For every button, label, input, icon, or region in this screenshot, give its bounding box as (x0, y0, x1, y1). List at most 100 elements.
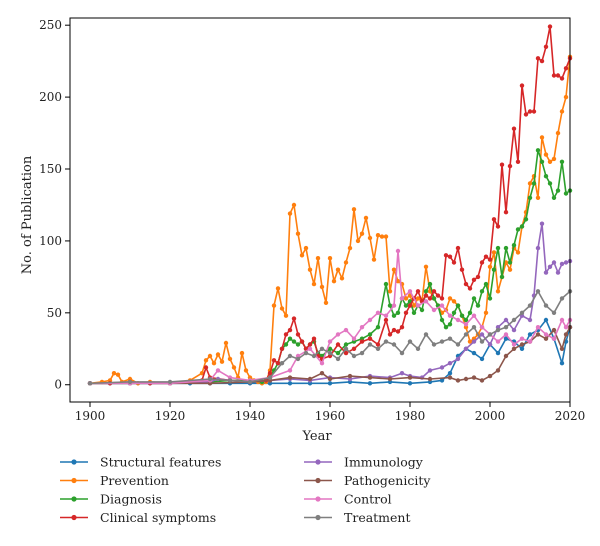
legend-entry: Diagnosis (60, 492, 162, 507)
data-point (423, 264, 429, 269)
data-point (555, 73, 561, 78)
data-point (351, 353, 357, 359)
data-point (487, 332, 493, 337)
data-point (311, 281, 317, 287)
data-point (271, 358, 277, 363)
data-point (511, 346, 517, 351)
data-point (399, 296, 405, 301)
data-point (551, 327, 557, 333)
data-point (531, 181, 537, 186)
data-point (399, 325, 405, 330)
data-point (563, 191, 569, 196)
data-point (295, 332, 301, 337)
data-point (407, 375, 413, 380)
data-point (487, 257, 493, 262)
data-point (503, 336, 509, 341)
legend-swatch-marker (71, 514, 77, 521)
data-point (375, 310, 381, 315)
data-point (463, 322, 469, 327)
data-point (463, 317, 469, 323)
data-point (327, 339, 333, 344)
data-point (367, 336, 373, 341)
data-point (535, 289, 541, 294)
data-point (463, 346, 469, 351)
data-point (479, 332, 485, 337)
data-point (283, 332, 289, 337)
legend-entry: Control (304, 492, 392, 507)
data-point (543, 332, 549, 337)
x-axis-title: Year (301, 429, 332, 444)
data-point (283, 313, 289, 318)
data-point (467, 310, 473, 315)
data-point (451, 299, 457, 304)
data-point (547, 159, 553, 164)
data-point (535, 195, 541, 200)
data-point (423, 299, 429, 304)
data-point (519, 342, 525, 347)
data-point (299, 339, 305, 344)
data-point (427, 281, 433, 287)
data-point (523, 112, 529, 117)
data-point (459, 313, 465, 318)
data-point (291, 202, 297, 208)
data-point (543, 270, 549, 275)
data-point (335, 342, 341, 347)
data-point (527, 339, 533, 344)
data-point (343, 342, 349, 347)
data-point (411, 310, 417, 315)
data-point (487, 373, 493, 379)
data-point (455, 317, 461, 323)
data-point (479, 339, 485, 344)
data-point (455, 303, 461, 308)
data-point (467, 286, 473, 291)
data-point (339, 276, 345, 281)
data-point (511, 126, 517, 131)
data-point (479, 260, 485, 265)
data-point (487, 342, 493, 347)
data-point (359, 350, 365, 356)
data-point (367, 235, 373, 241)
data-point (483, 281, 489, 287)
data-point (419, 307, 425, 313)
data-point (375, 325, 381, 330)
data-point (483, 310, 489, 315)
data-point (203, 365, 209, 370)
data-point (363, 215, 369, 221)
data-point (391, 267, 397, 272)
data-point (275, 361, 281, 366)
legend-entry: Clinical symptoms (60, 510, 216, 525)
data-point (527, 195, 533, 200)
series-clinical-symptoms (87, 24, 573, 386)
data-point (303, 350, 309, 356)
data-point (311, 336, 317, 341)
data-point (267, 375, 273, 380)
data-point (423, 332, 429, 337)
data-point (515, 227, 521, 232)
data-point (455, 342, 461, 347)
data-point (539, 135, 545, 140)
data-point (543, 303, 549, 308)
data-point (479, 378, 485, 383)
data-point (375, 342, 381, 347)
legend-label: Clinical symptoms (100, 510, 216, 525)
data-point (295, 356, 301, 362)
data-point (503, 332, 509, 337)
data-point (407, 339, 413, 344)
data-point (475, 303, 481, 308)
data-point (331, 279, 337, 284)
data-point (451, 260, 457, 265)
data-point (359, 325, 365, 330)
data-point (375, 233, 381, 238)
data-point (343, 260, 349, 265)
plot-frame (69, 17, 571, 403)
data-point (519, 224, 525, 229)
data-point (295, 231, 301, 236)
data-point (447, 313, 453, 318)
data-point (431, 342, 437, 347)
data-point (519, 83, 525, 88)
data-point (443, 253, 449, 258)
data-point (415, 289, 421, 294)
data-point (387, 332, 393, 337)
data-point (471, 277, 477, 282)
